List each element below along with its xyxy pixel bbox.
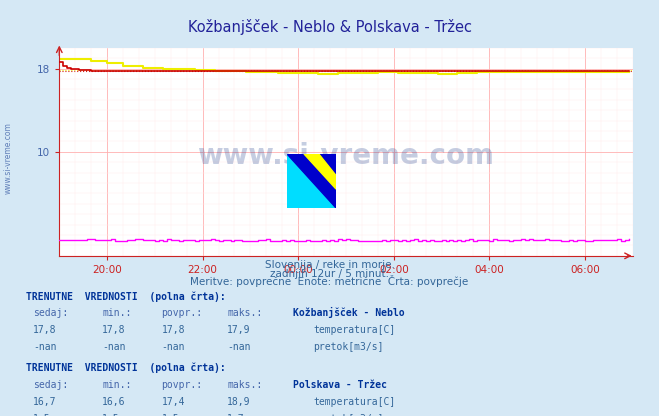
Text: pretok[m3/s]: pretok[m3/s] (313, 342, 384, 352)
Text: Kožbanjšček - Neblo: Kožbanjšček - Neblo (293, 307, 405, 319)
Text: 1,7: 1,7 (227, 414, 245, 416)
Text: 17,4: 17,4 (161, 397, 185, 407)
Text: 17,8: 17,8 (33, 325, 57, 335)
Text: maks.:: maks.: (227, 309, 262, 319)
Text: 16,6: 16,6 (102, 397, 126, 407)
Text: sedaj:: sedaj: (33, 309, 68, 319)
Text: -nan: -nan (227, 342, 251, 352)
Text: TRENUTNE  VREDNOSTI  (polna črta):: TRENUTNE VREDNOSTI (polna črta): (26, 363, 226, 374)
Text: 1,5: 1,5 (161, 414, 179, 416)
Text: zadnjih 12ur / 5 minut.: zadnjih 12ur / 5 minut. (270, 269, 389, 279)
Text: 17,9: 17,9 (227, 325, 251, 335)
Text: 1,5: 1,5 (33, 414, 51, 416)
Text: Slovenija / reke in morje.: Slovenija / reke in morje. (264, 260, 395, 270)
Text: min.:: min.: (102, 380, 132, 390)
Text: Meritve: povprečne  Enote: metrične  Črta: povprečje: Meritve: povprečne Enote: metrične Črta:… (190, 275, 469, 287)
Text: min.:: min.: (102, 309, 132, 319)
Text: -nan: -nan (161, 342, 185, 352)
Text: povpr.:: povpr.: (161, 380, 202, 390)
Text: www.si-vreme.com: www.si-vreme.com (198, 142, 494, 170)
Text: povpr.:: povpr.: (161, 309, 202, 319)
Text: pretok[m3/s]: pretok[m3/s] (313, 414, 384, 416)
Text: -nan: -nan (33, 342, 57, 352)
Text: TRENUTNE  VREDNOSTI  (polna črta):: TRENUTNE VREDNOSTI (polna črta): (26, 291, 226, 302)
Polygon shape (304, 154, 336, 189)
Text: 18,9: 18,9 (227, 397, 251, 407)
Text: 17,8: 17,8 (102, 325, 126, 335)
Text: temperatura[C]: temperatura[C] (313, 325, 395, 335)
Text: -nan: -nan (102, 342, 126, 352)
Text: 1,5: 1,5 (102, 414, 120, 416)
Text: sedaj:: sedaj: (33, 380, 68, 390)
Polygon shape (287, 154, 336, 208)
Text: Polskava - Tržec: Polskava - Tržec (293, 380, 387, 390)
Text: www.si-vreme.com: www.si-vreme.com (3, 122, 13, 194)
Polygon shape (287, 154, 336, 208)
Text: maks.:: maks.: (227, 380, 262, 390)
Text: Kožbanjšček - Neblo & Polskava - Tržec: Kožbanjšček - Neblo & Polskava - Tržec (188, 19, 471, 35)
Text: temperatura[C]: temperatura[C] (313, 397, 395, 407)
Text: 16,7: 16,7 (33, 397, 57, 407)
Text: 17,8: 17,8 (161, 325, 185, 335)
